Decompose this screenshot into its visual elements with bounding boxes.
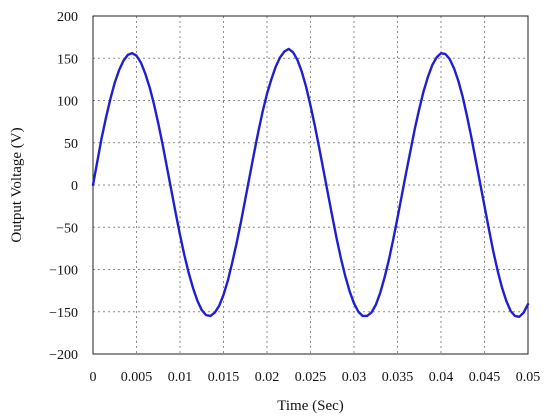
x-tick-label: 0.01 [168,370,193,385]
x-tick-label: 0.005 [121,370,153,385]
x-tick-label: 0.04 [429,370,454,385]
y-tick-label: −200 [49,348,78,363]
y-axis-ticks: 200 150 100 50 0 −50 −100 −150 −200 [49,10,78,363]
grid [93,16,528,354]
y-tick-label: 150 [57,52,78,67]
x-tick-label: 0.035 [382,370,414,385]
x-tick-label: 0.02 [255,370,280,385]
y-tick-label: 50 [64,137,78,152]
y-tick-label: −50 [56,221,78,236]
y-tick-label: 0 [71,179,78,194]
y-axis-title: Output Voltage (V) [9,127,25,242]
y-tick-label: −100 [49,264,78,279]
series-layer [91,47,530,319]
y-tick-label: 100 [57,95,78,110]
y-tick-label: 200 [57,10,78,25]
y-tick-label: −150 [49,306,78,321]
x-axis-title: Time (Sec) [277,398,344,414]
x-tick-label: 0.015 [208,370,240,385]
x-tick-label: 0.05 [516,370,541,385]
x-axis-ticks: 0 0.005 0.01 0.015 0.02 0.025 0.03 0.035 0.04 0.0… [90,370,541,385]
series-line-1 [91,47,530,319]
x-tick-label: 0.025 [295,370,327,385]
x-tick-label: 0.045 [469,370,501,385]
x-tick-label: 0.03 [342,370,367,385]
x-tick-label: 0 [90,370,97,385]
